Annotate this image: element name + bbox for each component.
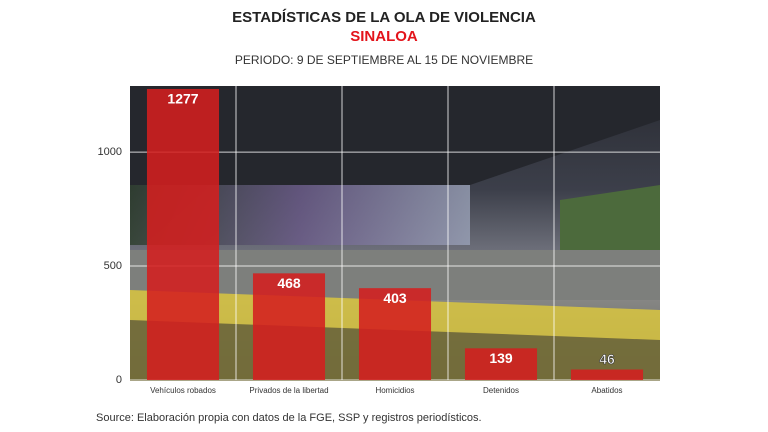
y-tick-label: 0 — [116, 374, 122, 386]
y-tick-label: 500 — [104, 260, 122, 272]
bar — [464, 348, 538, 380]
value-label: 468 — [277, 275, 301, 291]
value-label: 403 — [383, 290, 407, 306]
chart-subtitle: SINALOA — [350, 28, 418, 45]
value-label: 139 — [489, 350, 513, 366]
bar — [358, 288, 432, 380]
x-tick-label: Vehículos robados — [150, 386, 216, 395]
bar — [146, 88, 220, 380]
y-tick-label: 1000 — [98, 146, 122, 158]
value-label: 46 — [599, 351, 615, 367]
x-tick-label: Abatidos — [591, 386, 622, 395]
x-tick-label: Privados de la libertad — [249, 386, 328, 395]
bar — [570, 369, 644, 380]
value-label: 1277 — [167, 91, 198, 107]
source: Source: Elaboración propia con datos de … — [96, 412, 482, 424]
period: PERIODO: 9 DE SEPTIEMBRE AL 15 DE NOVIEM… — [235, 53, 533, 67]
x-tick-label: Detenidos — [483, 386, 519, 395]
chart-title: ESTADÍSTICAS DE LA OLA DE VIOLENCIA — [232, 9, 536, 26]
bar — [252, 273, 326, 380]
x-tick-label: Homicidios — [375, 386, 414, 395]
